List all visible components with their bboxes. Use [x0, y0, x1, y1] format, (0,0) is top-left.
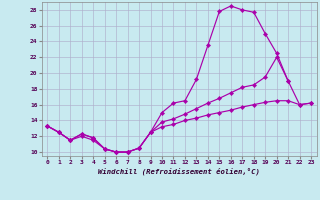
X-axis label: Windchill (Refroidissement éolien,°C): Windchill (Refroidissement éolien,°C) [98, 168, 260, 175]
